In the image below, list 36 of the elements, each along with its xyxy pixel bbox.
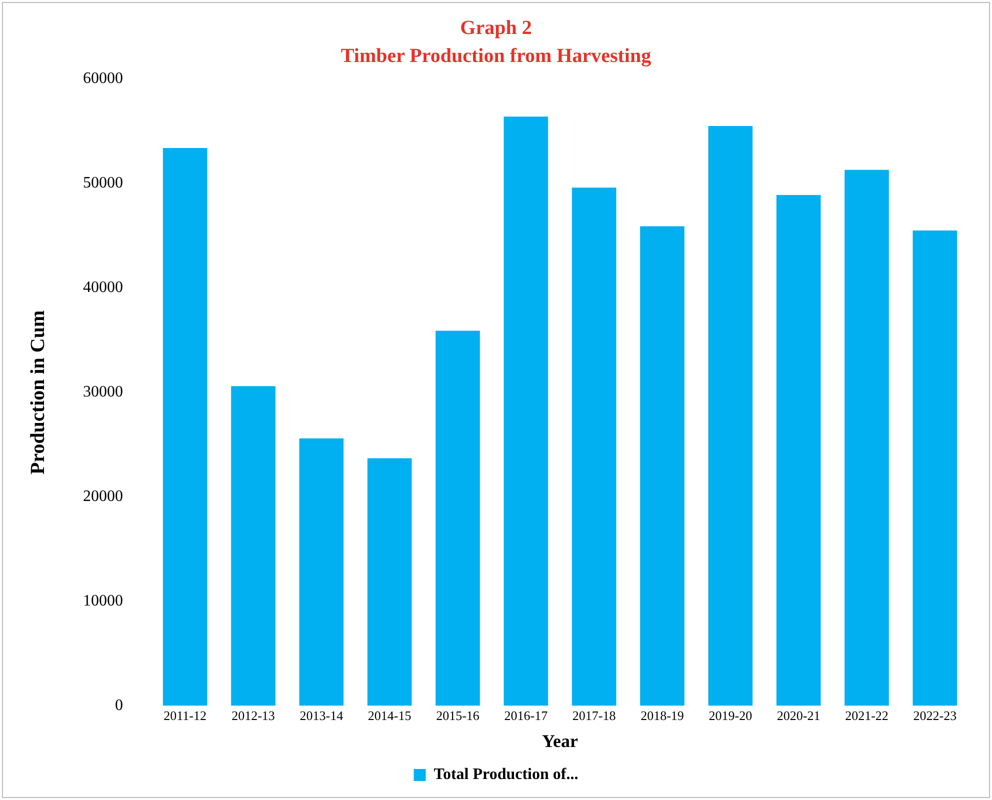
bar (367, 458, 412, 706)
x-tick-label: 2018-19 (640, 708, 684, 724)
x-tick-label: 2022-23 (913, 708, 957, 724)
bar (572, 188, 616, 706)
y-tick-label: 30000 (83, 384, 123, 401)
x-tick-label: 2016-17 (504, 708, 548, 724)
x-tick-label: 2013-14 (300, 708, 344, 724)
bar (776, 194, 821, 706)
y-tick-label: 60000 (83, 70, 123, 88)
x-tick-label: 2020-21 (776, 708, 820, 724)
x-tick-label: 2021-22 (845, 708, 888, 724)
chart-title: Graph 2 (460, 17, 532, 40)
x-tick-label: 2014-15 (368, 708, 412, 724)
y-tick-label: 40000 (83, 279, 123, 296)
x-axis-title: Year (542, 730, 578, 751)
y-axis-title: Production in Cum (27, 310, 50, 474)
bar (162, 148, 208, 706)
x-tick-label: 2012-13 (232, 708, 275, 724)
y-tick-label: 0 (115, 697, 123, 714)
bar (231, 386, 276, 706)
x-tick-label: 2015-16 (436, 708, 480, 724)
bar (844, 170, 889, 706)
bar (299, 438, 344, 706)
y-tick-label: 10000 (83, 592, 123, 610)
x-tick-label: 2017-18 (572, 708, 616, 724)
legend-label: Total Production of... (434, 766, 578, 784)
y-tick-label: 20000 (83, 488, 123, 506)
x-tick-label: 2011-12 (164, 708, 207, 724)
chart-subtitle: Timber Production from Harvesting (340, 45, 652, 68)
bar (640, 226, 684, 706)
bar (708, 126, 753, 706)
x-tick-label: 2019-20 (708, 708, 752, 724)
bar (504, 116, 548, 706)
bar (912, 230, 958, 706)
bar (436, 330, 480, 706)
y-tick-label: 50000 (83, 174, 123, 192)
